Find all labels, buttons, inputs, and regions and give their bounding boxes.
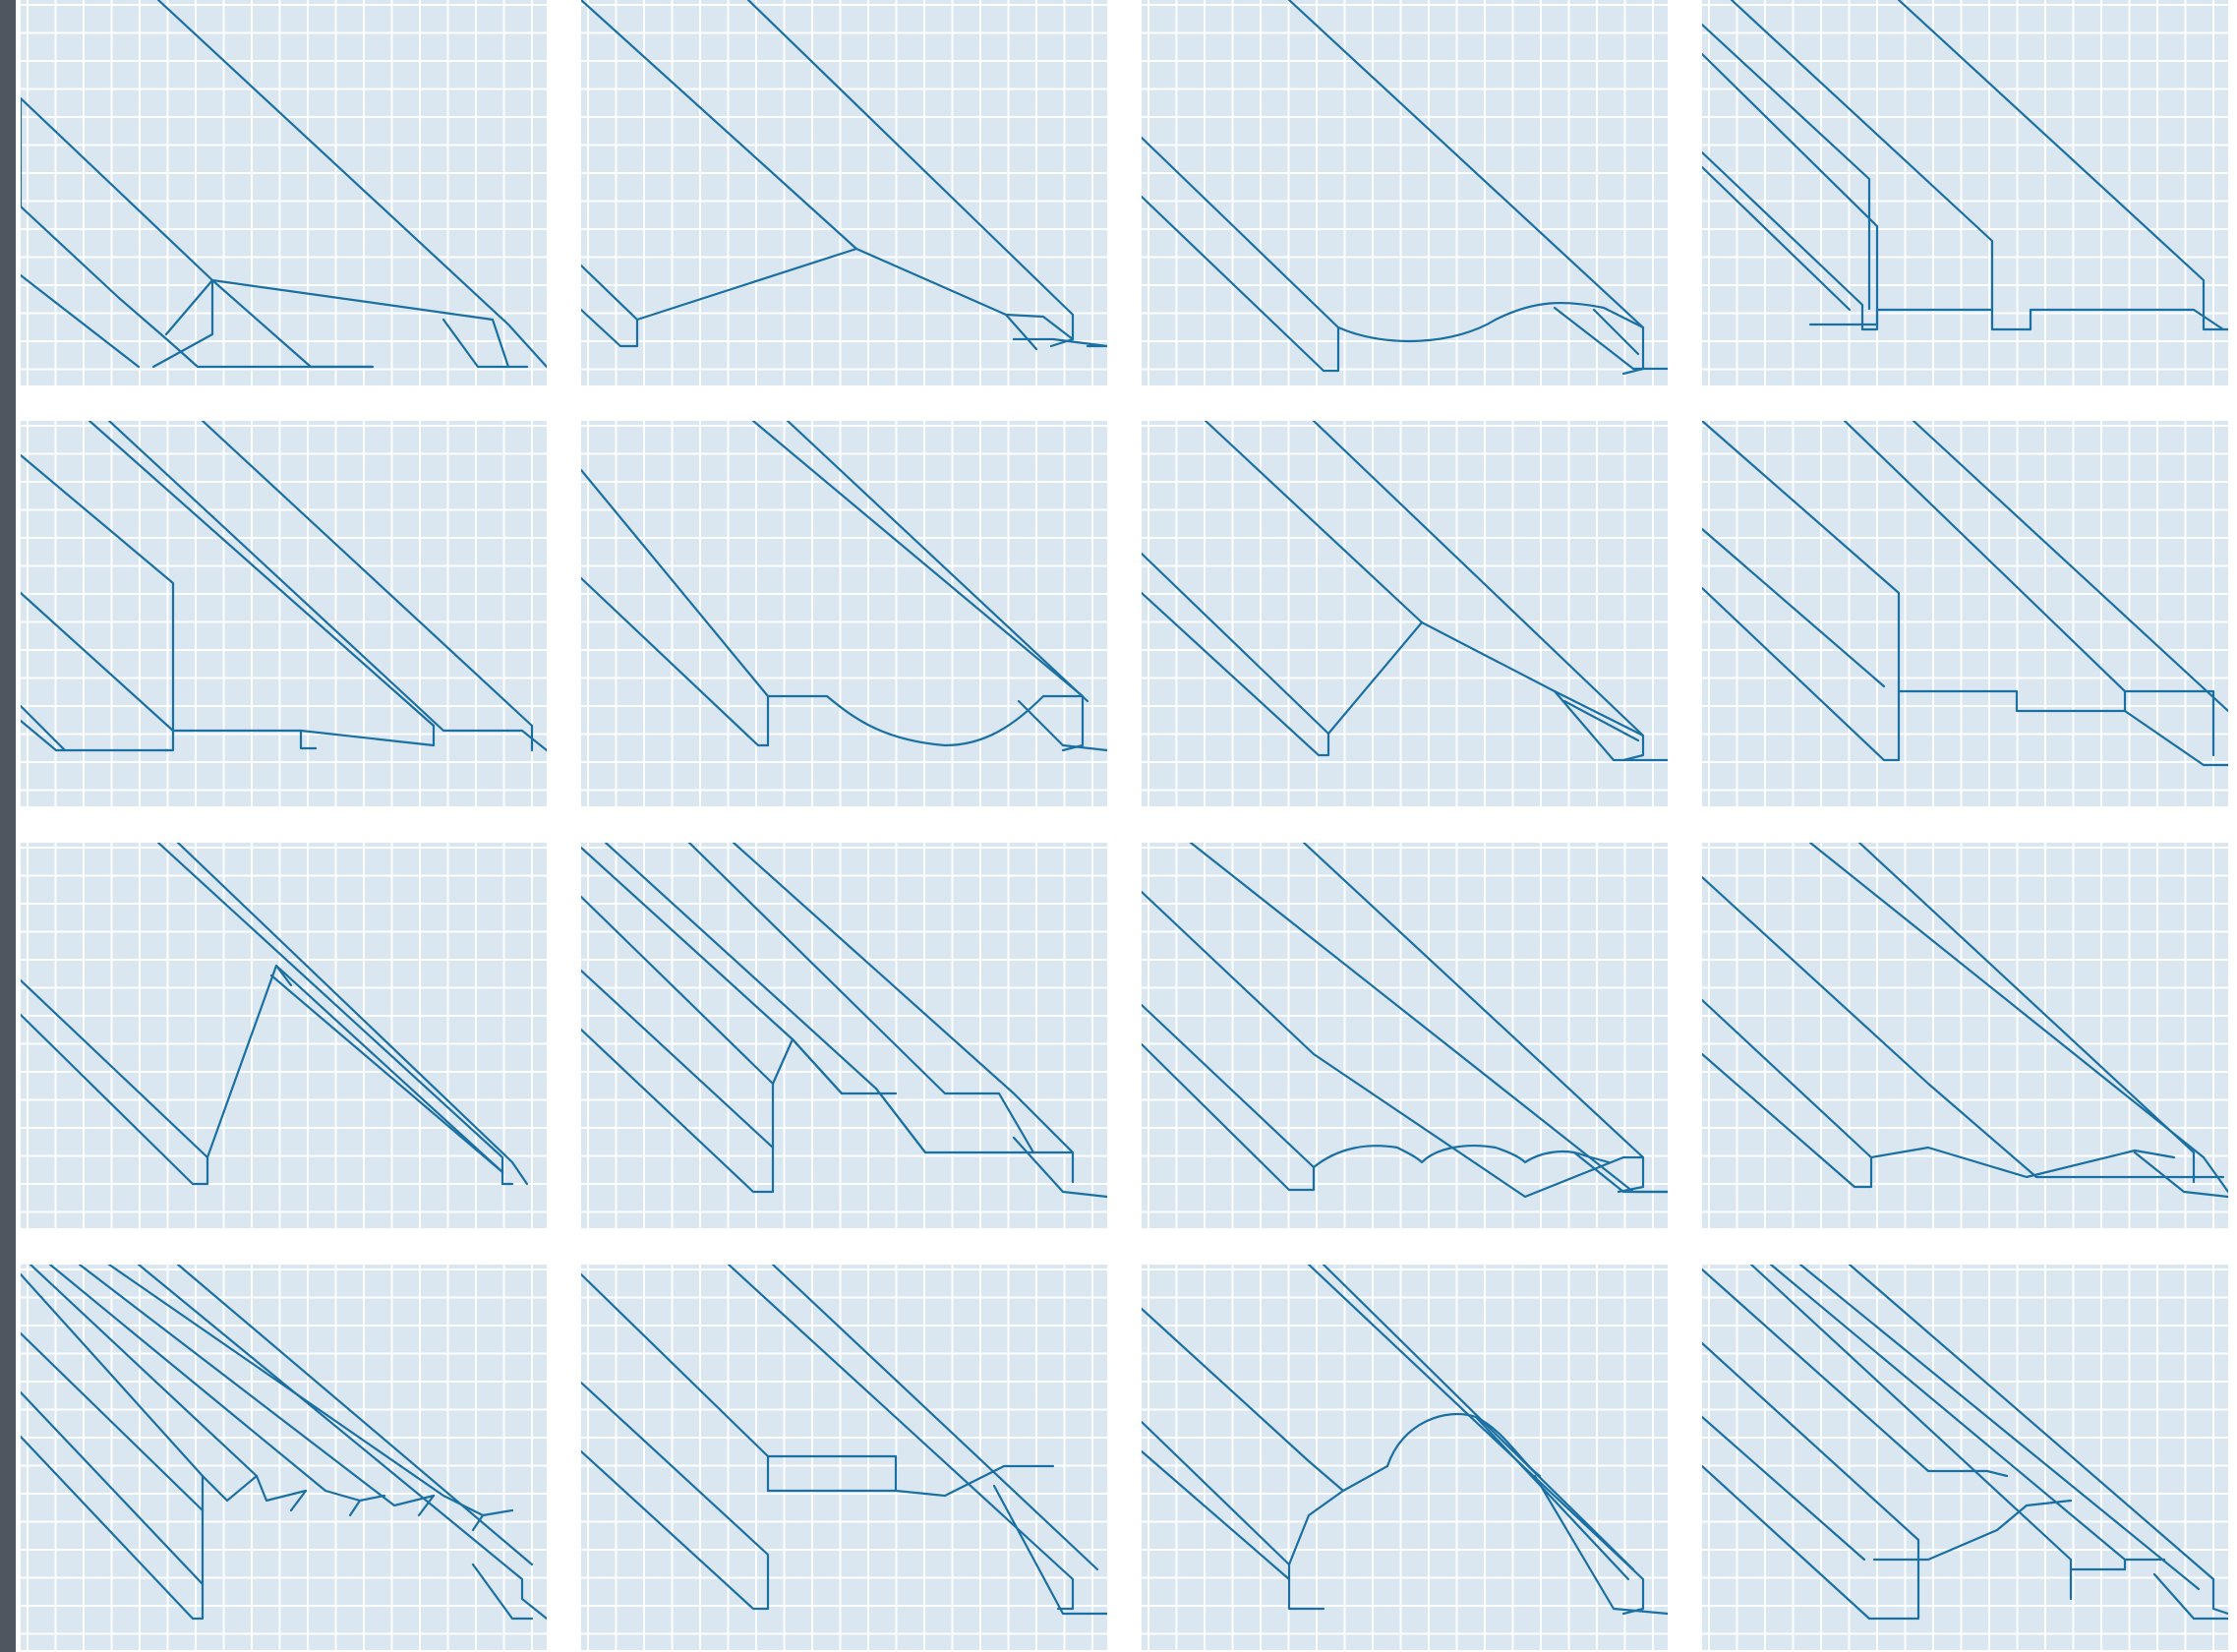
siding-profile-grid: [21, 0, 2237, 1652]
siding-profile-double-bevel-icon[interactable]: [1702, 843, 2228, 1228]
siding-profile-bullnose-icon[interactable]: [1142, 1265, 1668, 1650]
siding-profile-trapezoid-rib-icon[interactable]: [581, 843, 1107, 1228]
siding-profile-cove-icon[interactable]: [1142, 0, 1668, 385]
profile-drawing: [1142, 0, 1668, 376]
profile-drawing: [21, 0, 547, 369]
siding-profile-shiplap-v-icon[interactable]: [581, 0, 1107, 385]
profile-drawing: [1702, 0, 2228, 331]
siding-profile-fine-rib-icon[interactable]: [21, 1265, 547, 1650]
profile-drawing: [1702, 1265, 2228, 1621]
siding-profile-multi-step-icon[interactable]: [1702, 1265, 2228, 1650]
left-edge-bar: [0, 0, 16, 1652]
profile-drawing: [1702, 421, 2228, 767]
profile-drawing: [1142, 1265, 1668, 1616]
profile-drawing: [21, 1265, 547, 1621]
profile-drawing: [581, 0, 1107, 351]
siding-profile-wide-bevel-icon[interactable]: [21, 0, 547, 385]
profile-drawing: [21, 843, 529, 1186]
siding-profile-double-scallop-icon[interactable]: [1142, 843, 1668, 1228]
siding-profile-rounded-cove-icon[interactable]: [581, 421, 1107, 806]
profile-drawing: [1142, 843, 1668, 1199]
profile-drawing: [581, 1265, 1107, 1616]
profile-drawing: [581, 843, 1107, 1199]
profile-drawing: [1142, 421, 1668, 762]
siding-profile-flat-channel-icon[interactable]: [581, 1265, 1107, 1650]
siding-profile-multi-channel-icon[interactable]: [21, 421, 547, 806]
siding-profile-stepped-channel-icon[interactable]: [1702, 421, 2228, 806]
siding-profile-bevel-lap-icon[interactable]: [1142, 421, 1668, 806]
siding-profile-board-batten-icon[interactable]: [21, 843, 547, 1228]
profile-drawing: [581, 421, 1107, 752]
profile-drawing: [1702, 843, 2228, 1199]
profile-drawing: [21, 421, 547, 752]
siding-profile-channel-groove-icon[interactable]: [1702, 0, 2228, 385]
